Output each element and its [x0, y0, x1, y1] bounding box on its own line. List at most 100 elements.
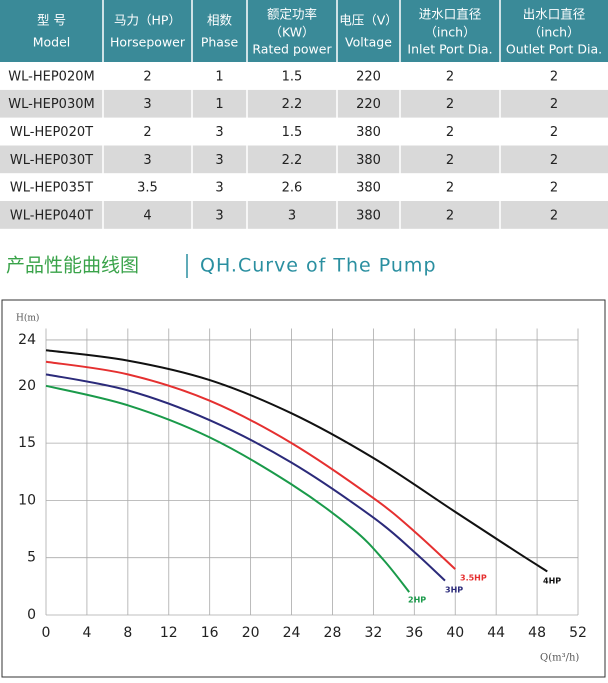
table-cell: 3	[215, 181, 223, 196]
x-tick-label: 52	[569, 625, 587, 641]
table-cell: 380	[356, 208, 381, 223]
table-cell: 220	[356, 69, 381, 84]
y-tick-label: 20	[18, 378, 36, 394]
table-cell: 3	[288, 208, 296, 223]
table-cell: 2	[446, 181, 454, 196]
table-cell: 3.5	[137, 181, 158, 196]
table-cell: 220	[356, 97, 381, 112]
table-cell: WL-HEP030T	[10, 153, 93, 168]
header-cell: Outlet Port Dia.	[506, 42, 602, 57]
x-tick-label: 40	[446, 625, 464, 641]
series-label: 3.5HP	[460, 574, 487, 583]
table-cell: 2	[550, 181, 558, 196]
table-cell: WL-HEP020M	[8, 69, 94, 84]
table-cell: WL-HEP035T	[10, 181, 93, 196]
curve	[45, 384, 410, 593]
curve	[45, 373, 446, 582]
table-cell: 2	[446, 125, 454, 140]
table-cell: 2	[446, 69, 454, 84]
x-tick-label: 4	[82, 625, 91, 641]
table-cell: 2	[446, 153, 454, 168]
y-tick-label: 10	[18, 492, 36, 508]
header-cell: Horsepower	[110, 35, 186, 50]
y-tick-label: 5	[27, 550, 36, 566]
x-tick-label: 28	[324, 625, 342, 641]
series-label: 2HP	[408, 596, 426, 605]
header-cell: （inch）	[424, 25, 475, 40]
y-axis-label: H(m)	[16, 313, 39, 324]
row-bg	[0, 145, 608, 174]
x-axis-label: Q(m³/h)	[540, 653, 579, 664]
header-cell: Model	[33, 35, 71, 50]
row-bg	[0, 89, 608, 118]
table-cell: WL-HEP020T	[10, 125, 93, 140]
series-label: 3HP	[445, 586, 463, 595]
chart-frame	[1, 299, 606, 678]
header-cell: Phase	[201, 35, 239, 50]
series-label: 4HP	[543, 577, 561, 586]
row-bg	[0, 201, 608, 229]
row-bg	[0, 62, 608, 90]
header-cell: 额定功率	[267, 7, 317, 22]
section-title-zh: 产品性能曲线图	[6, 255, 139, 277]
row-bg	[0, 173, 608, 201]
header-cell: 相数	[207, 13, 233, 28]
header-cell: Voltage	[345, 35, 392, 50]
table-cell: WL-HEP040T	[10, 208, 93, 223]
y-tick-label: 24	[18, 332, 36, 348]
table-cell: 4	[143, 208, 151, 223]
header-cell: 出水口直径	[523, 7, 586, 22]
header-bg	[0, 0, 608, 62]
table-cell: 2.2	[282, 97, 303, 112]
table-cell: 380	[356, 181, 381, 196]
x-tick-label: 36	[405, 625, 423, 641]
table-cell: 3	[143, 153, 151, 168]
table-cell: 3	[143, 97, 151, 112]
x-tick-label: 32	[364, 625, 382, 641]
curve	[45, 349, 548, 573]
table-cell: 2	[143, 69, 151, 84]
header-cell: （inch）	[528, 25, 579, 40]
table-cell: 2	[143, 125, 151, 140]
row-bg	[0, 117, 608, 146]
table-cell: 2	[550, 125, 558, 140]
x-tick-label: 44	[487, 625, 505, 641]
section-title-en: QH.Curve of The Pump	[200, 255, 437, 277]
table-cell: 2	[550, 69, 558, 84]
table-cell: 2	[550, 153, 558, 168]
header-cell: 马力（HP）	[114, 13, 181, 28]
table-cell: 1	[215, 97, 223, 112]
header-cell: （KW）	[269, 25, 314, 40]
y-tick-label: 0	[27, 607, 36, 623]
x-tick-label: 8	[123, 625, 132, 641]
table-cell: 2	[446, 97, 454, 112]
header-cell: 进水口直径	[419, 7, 482, 22]
table-cell: WL-HEP030M	[8, 97, 94, 112]
table-cell: 3	[215, 153, 223, 168]
header-cell: Inlet Port Dia.	[407, 42, 492, 57]
table-cell: 3	[215, 208, 223, 223]
x-tick-label: 0	[42, 625, 51, 641]
table-cell: 1.5	[282, 125, 303, 140]
x-tick-label: 12	[160, 625, 178, 641]
table-cell: 380	[356, 153, 381, 168]
table-cell: 380	[356, 125, 381, 140]
header-cell: 电压（V）	[339, 13, 398, 28]
table-cell: 2.2	[282, 153, 303, 168]
x-tick-label: 20	[242, 625, 260, 641]
table-cell: 2	[550, 208, 558, 223]
header-cell: 型 号	[37, 13, 66, 28]
table-cell: 3	[215, 125, 223, 140]
table-cell: 2	[550, 97, 558, 112]
table-cell: 2.6	[282, 181, 303, 196]
table-cell: 1	[215, 69, 223, 84]
x-tick-label: 16	[201, 625, 219, 641]
header-cell: Rated power	[252, 42, 332, 57]
x-tick-label: 24	[283, 625, 301, 641]
y-tick-label: 15	[18, 435, 36, 451]
curve	[45, 360, 456, 570]
table-cell: 1.5	[282, 69, 303, 84]
x-tick-label: 48	[528, 625, 546, 641]
table-cell: 2	[446, 208, 454, 223]
